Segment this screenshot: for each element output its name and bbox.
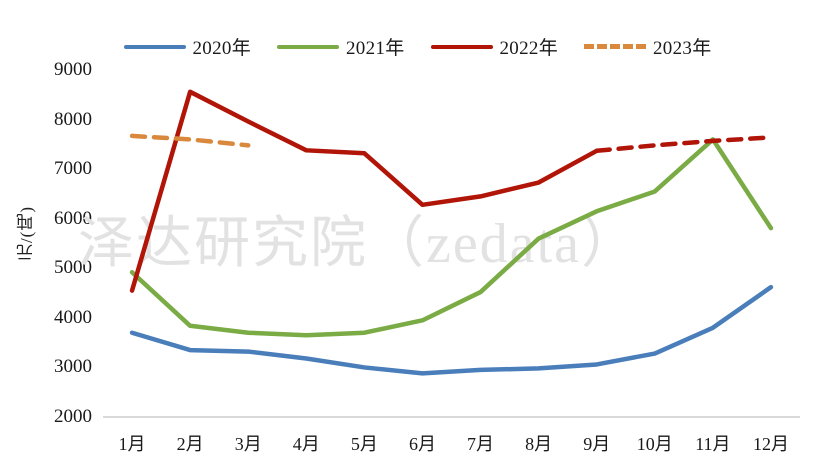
y-tick-label: 6000 <box>54 207 92 229</box>
series-projection-2022年 <box>594 135 774 154</box>
x-tick-label: 2月 <box>176 434 204 454</box>
x-tick-label: 5月 <box>350 434 378 454</box>
legend-swatch-2020 <box>123 44 186 49</box>
x-tick-label: 6月 <box>408 434 436 454</box>
y-tick-label: 3000 <box>54 356 92 378</box>
legend-label-2022: 2022年 <box>499 38 558 59</box>
chart-legend: 2020年 2021年 2022年 2023年 <box>0 33 835 60</box>
legend-item-2023[interactable]: 2023年 <box>584 33 712 60</box>
y-tick-label: 2000 <box>54 406 92 427</box>
y-axis-ticks: 9000 8000 7000 6000 5000 4000 3000 2000 <box>30 0 92 476</box>
x-tick-label: 7月 <box>467 434 495 454</box>
legend-label-2020: 2020年 <box>192 38 251 59</box>
x-tick-label: 12月 <box>752 434 789 454</box>
x-tick-label: 9月 <box>583 434 611 454</box>
x-tick-label: 3月 <box>234 434 262 454</box>
y-tick-label: 9000 <box>54 59 92 80</box>
legend-item-2021[interactable]: 2021年 <box>277 33 405 60</box>
legend-label-2021: 2021年 <box>346 38 405 59</box>
y-tick-label: 7000 <box>54 158 92 180</box>
x-tick-label: 11月 <box>695 434 731 454</box>
legend-swatch-2023 <box>584 44 646 49</box>
legend-swatch-2022 <box>430 44 493 49</box>
y-tick-label: 5000 <box>54 257 92 279</box>
legend-item-2020[interactable]: 2020年 <box>123 33 252 60</box>
series-line-2021年 <box>129 137 774 338</box>
series-line-2020年 <box>129 284 774 376</box>
x-tick-label: 8月 <box>525 434 553 454</box>
series-line-2023年 <box>129 133 251 148</box>
x-tick-label: 10月 <box>636 434 673 454</box>
legend-label-2023: 2023年 <box>653 38 712 59</box>
legend-item-2022[interactable]: 2022年 <box>430 33 559 60</box>
y-tick-label: 4000 <box>54 306 92 328</box>
legend-swatch-2021 <box>277 44 339 49</box>
series-line-2022年 <box>129 89 599 293</box>
x-tick-label: 4月 <box>292 434 320 454</box>
x-tick-label: 1月 <box>118 434 146 454</box>
y-tick-label: 8000 <box>54 108 92 130</box>
